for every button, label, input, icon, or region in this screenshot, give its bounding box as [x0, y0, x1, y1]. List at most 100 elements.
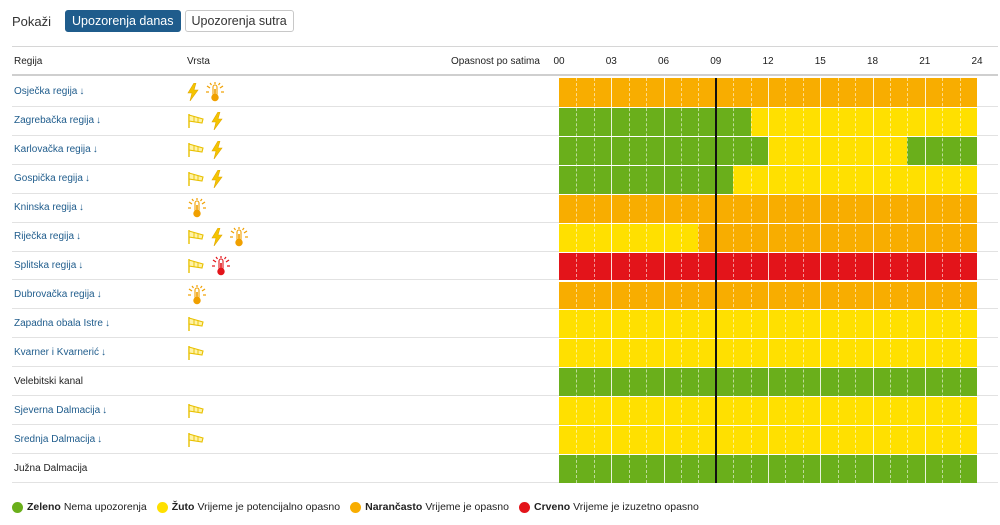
arrow-down-icon[interactable]: ↓	[76, 231, 82, 243]
region-name-link[interactable]: Karlovačka regija ↓	[14, 144, 98, 155]
region-name-link[interactable]: Riječka regija ↓	[14, 231, 81, 242]
table-row: Zagrebačka regija ↓	[12, 107, 998, 136]
hour-gridline	[820, 78, 822, 483]
table-row: Gospička regija ↓	[12, 165, 998, 194]
arrow-down-icon[interactable]: ↓	[96, 115, 102, 127]
legend-name: Žuto	[171, 501, 195, 513]
hour-gridline	[663, 78, 665, 483]
wind-icon[interactable]	[187, 142, 205, 158]
danger-segment-yellow[interactable]	[733, 164, 977, 194]
tab-warnings-tomorrow[interactable]: Upozorenja sutra	[184, 10, 294, 32]
thunderstorm-icon[interactable]	[211, 228, 223, 247]
thunderstorm-icon[interactable]	[187, 83, 199, 102]
hour-gridline	[680, 78, 682, 483]
wind-icon[interactable]	[187, 403, 205, 419]
region-name: Riječka regija	[14, 231, 75, 243]
region-name: Velebitski kanal	[14, 375, 83, 387]
hour-gridline	[628, 78, 630, 483]
region-name-link[interactable]: Sjeverna Dalmacija ↓	[14, 405, 107, 416]
region-name-link[interactable]: Osječka regija ↓	[14, 86, 84, 97]
heat-icon[interactable]	[229, 227, 249, 247]
legend-description: Vrijeme je opasno	[425, 501, 509, 513]
arrow-down-icon[interactable]: ↓	[92, 144, 98, 156]
region-name: Splitska regija	[14, 260, 77, 272]
arrow-down-icon[interactable]: ↓	[104, 317, 110, 329]
table-row: Riječka regija ↓	[12, 223, 998, 252]
region-name-link[interactable]: Kninska regija ↓	[14, 202, 84, 213]
arrow-down-icon[interactable]: ↓	[101, 346, 107, 358]
warning-type-icons	[187, 227, 249, 247]
wind-icon[interactable]	[187, 258, 205, 274]
warning-type-icons	[187, 82, 225, 102]
region-name-link[interactable]: Gospička regija ↓	[14, 173, 90, 184]
arrow-down-icon[interactable]: ↓	[78, 260, 84, 272]
table-row: Sjeverna Dalmacija ↓	[12, 396, 998, 426]
legend-dot-icon	[156, 501, 168, 513]
region-name: Gospička regija	[14, 173, 83, 185]
region-name-link[interactable]: Zapadna obala Istre ↓	[14, 318, 110, 329]
region-name: Srednja Dalmacija	[14, 433, 96, 445]
region-name-link[interactable]: Splitska regija ↓	[14, 260, 83, 271]
arrow-down-icon[interactable]: ↓	[97, 433, 103, 445]
danger-segment-yellow[interactable]	[750, 106, 977, 136]
hour-gridline	[768, 78, 769, 483]
warning-type-icons	[187, 343, 205, 363]
hour-gridline	[872, 78, 874, 483]
wind-icon[interactable]	[187, 345, 205, 361]
region-name-link[interactable]: Kvarner i Kvarnerić ↓	[14, 347, 106, 358]
arrow-down-icon[interactable]: ↓	[102, 404, 108, 416]
heat-icon[interactable]	[187, 284, 207, 305]
table-row: Splitska regija ↓	[12, 252, 998, 281]
wind-icon[interactable]	[187, 113, 205, 129]
table-row: Južna Dalmacija	[12, 454, 998, 483]
current-time-line	[714, 78, 717, 483]
region-name: Sjeverna Dalmacija	[14, 404, 101, 416]
legend-description: Vrijeme je izuzetno opasno	[573, 501, 699, 513]
region-name: Zagrebačka regija	[14, 115, 95, 127]
legend-item: Žuto Vrijeme je potencijalno opasno	[156, 501, 341, 513]
warning-type-icons	[187, 284, 207, 305]
arrow-down-icon[interactable]: ↓	[84, 173, 90, 185]
hour-gridline	[802, 78, 804, 483]
wind-icon[interactable]	[187, 316, 205, 332]
legend: Zeleno Nema upozorenja Žuto Vrijeme je pote…	[12, 501, 709, 513]
table-row: Karlovačka regija ↓	[12, 136, 998, 165]
thunderstorm-icon[interactable]	[211, 170, 223, 189]
wind-icon[interactable]	[187, 171, 205, 187]
region-name-link[interactable]: Srednja Dalmacija ↓	[14, 434, 102, 445]
region-name-link[interactable]: Dubrovačka regija ↓	[14, 289, 102, 300]
legend-description: Nema upozorenja	[63, 501, 147, 513]
legend-dot-icon	[12, 501, 23, 513]
region-name-link: Velebitski kanal	[14, 376, 83, 387]
danger-segment-green[interactable]	[559, 106, 751, 136]
hour-tick-label: 03	[605, 56, 617, 67]
legend-name: Zeleno	[27, 501, 61, 513]
wind-icon[interactable]	[187, 229, 205, 245]
danger-timeline-grid	[559, 78, 977, 483]
arrow-down-icon[interactable]: ↓	[78, 202, 84, 214]
thunderstorm-icon[interactable]	[211, 141, 223, 160]
hour-gridline	[593, 78, 595, 483]
heat-red-icon[interactable]	[211, 256, 231, 276]
tab-warnings-today[interactable]: Upozorenja danas	[65, 10, 181, 32]
table-row: Velebitski kanal	[12, 367, 998, 397]
arrow-down-icon[interactable]: ↓	[79, 86, 85, 98]
region-name: Kvarner i Kvarnerić	[14, 346, 100, 358]
heat-icon[interactable]	[187, 198, 207, 218]
legend-item: Crveno Vrijeme je izuzetno opasno	[518, 501, 699, 513]
column-header-type: Vrsta	[187, 56, 210, 67]
hour-gridline	[959, 78, 961, 483]
legend-name: Crveno	[533, 501, 571, 513]
hour-tick-label: 06	[657, 56, 670, 67]
legend-description: Vrijeme je potencijalno opasno	[197, 501, 341, 513]
hour-gridline	[855, 78, 857, 483]
heat-icon[interactable]	[205, 82, 225, 102]
region-name: Kninska regija	[14, 202, 77, 214]
warning-type-icons	[187, 111, 223, 131]
table-row: Kvarner i Kvarnerić ↓	[12, 338, 998, 368]
region-name-link[interactable]: Zagrebačka regija ↓	[14, 115, 101, 126]
arrow-down-icon[interactable]: ↓	[96, 288, 102, 300]
wind-icon[interactable]	[187, 432, 205, 448]
warning-type-icons	[187, 256, 231, 276]
thunderstorm-icon[interactable]	[211, 112, 223, 131]
